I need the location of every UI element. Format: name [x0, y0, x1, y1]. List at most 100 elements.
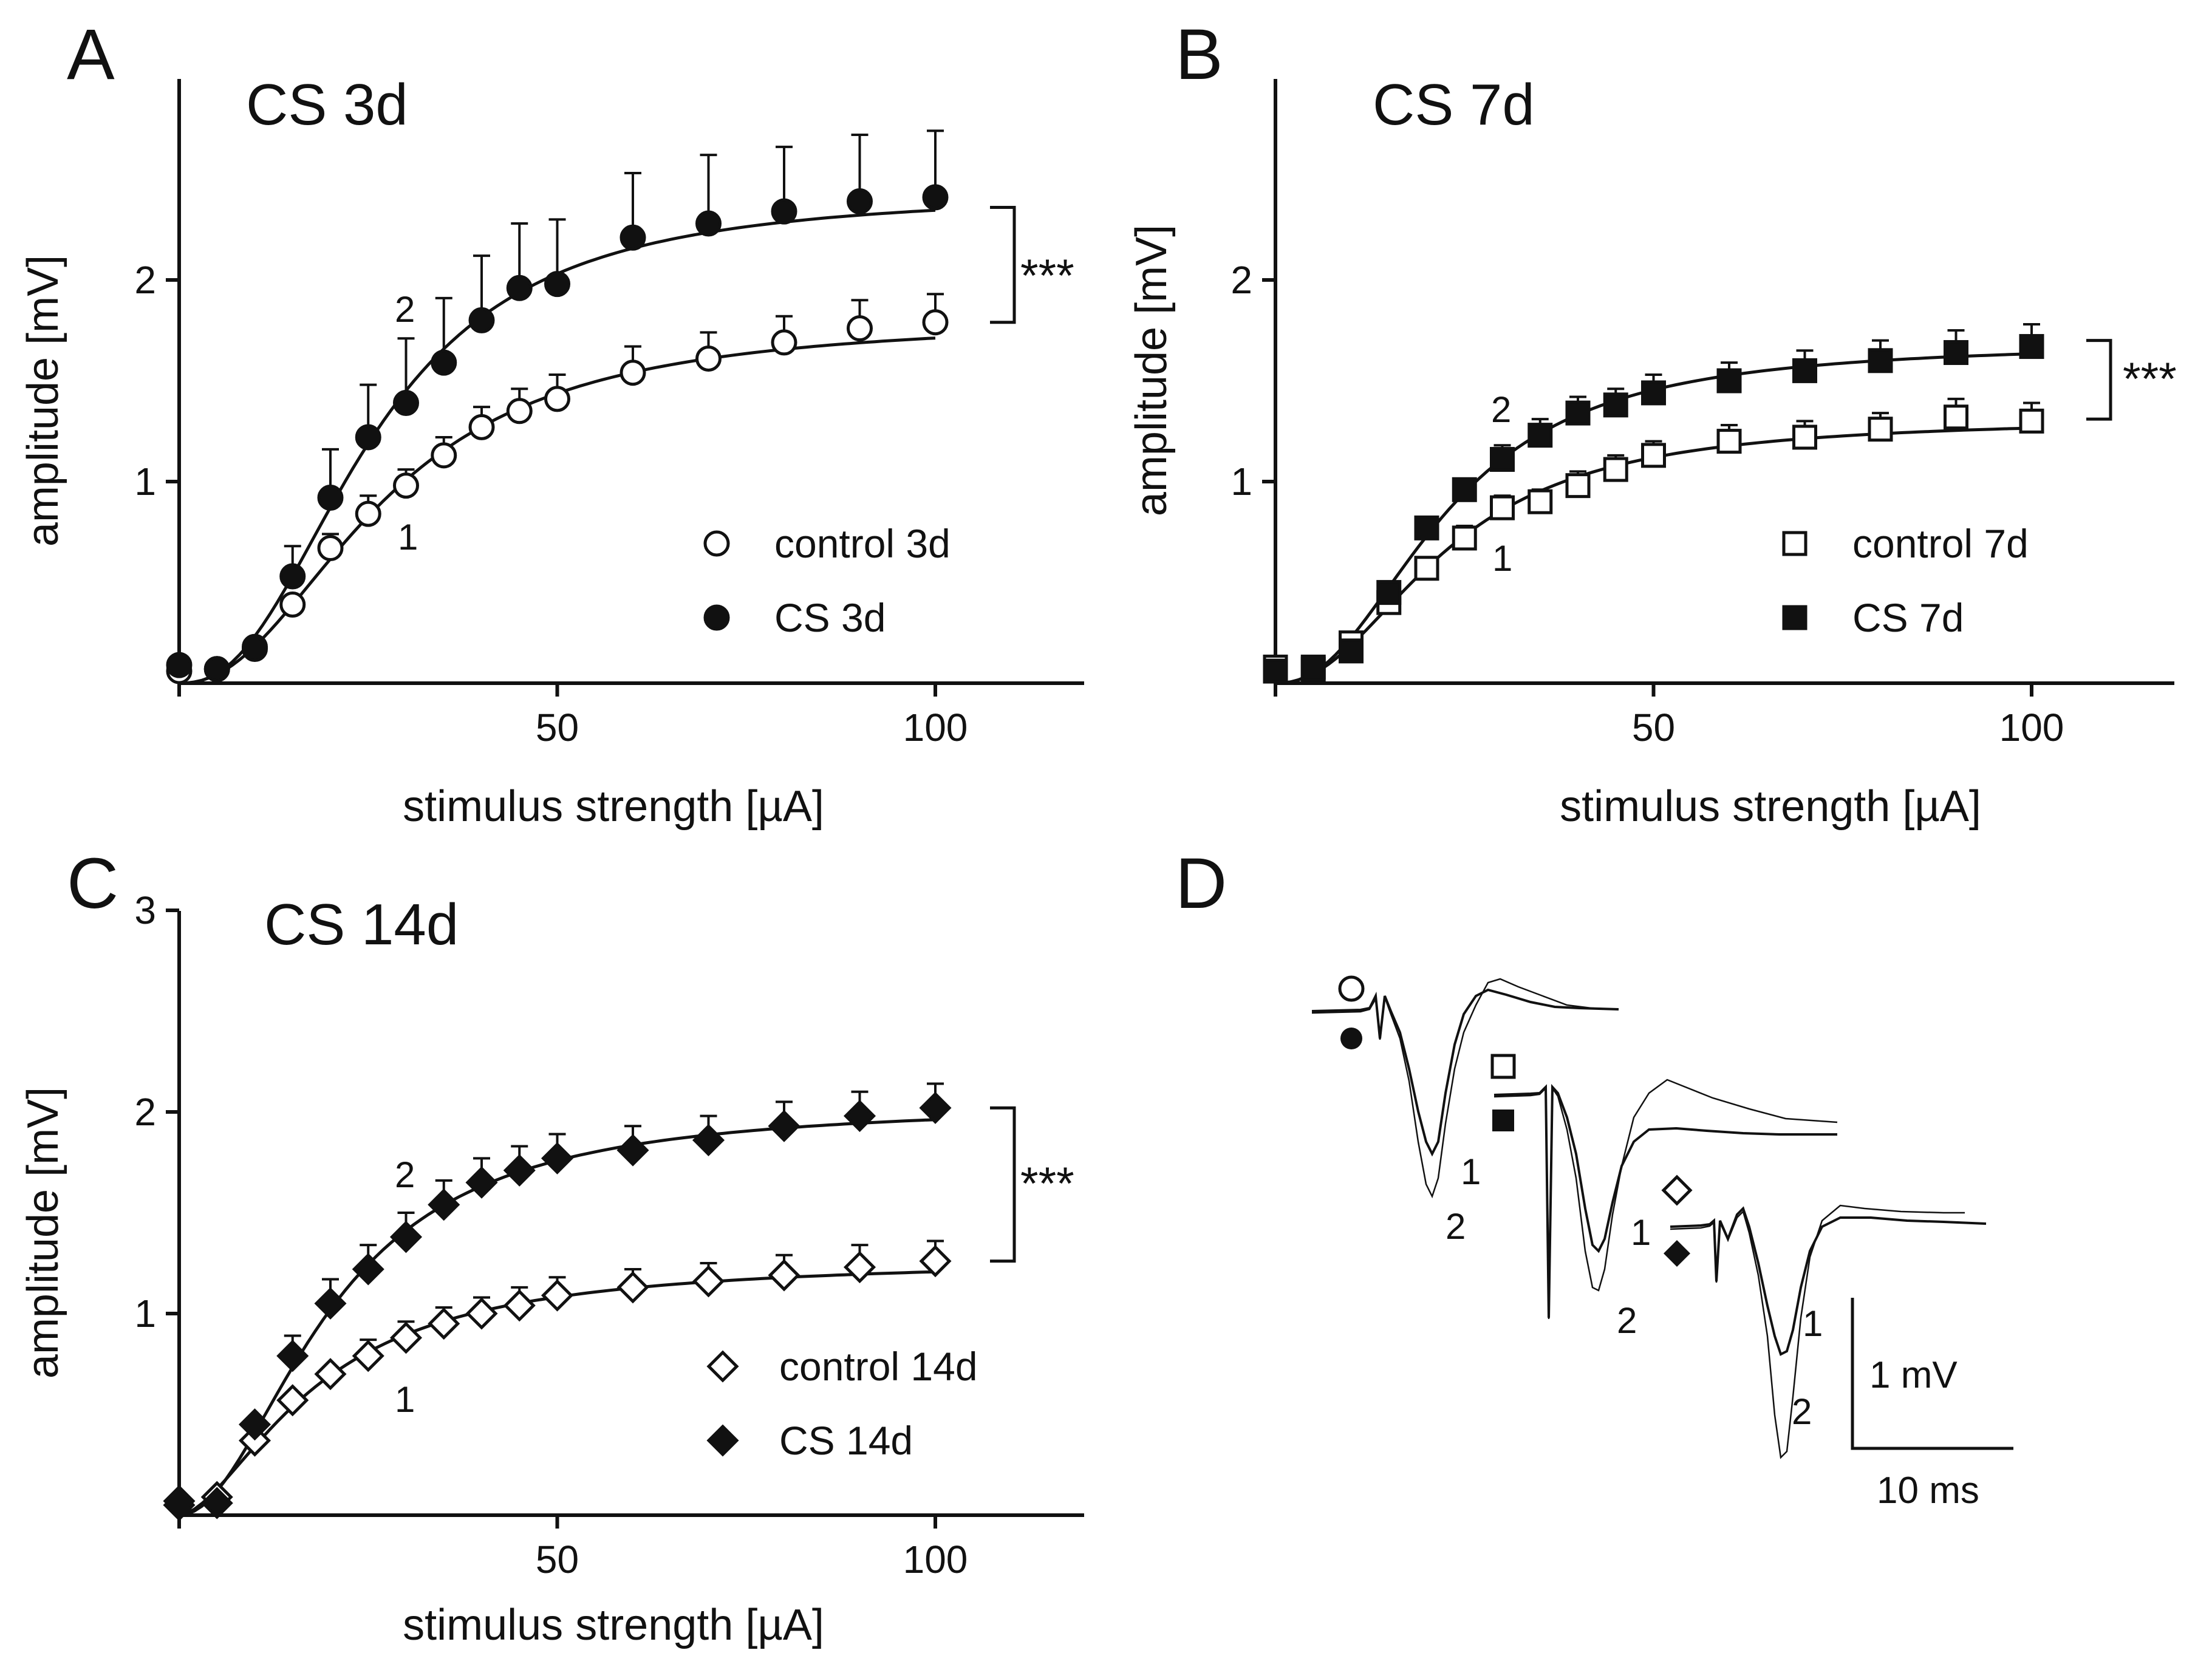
data-point-cs-7d — [1452, 477, 1477, 502]
data-point-cs-7d — [1339, 638, 1364, 664]
data-point-control-7d — [1944, 404, 1968, 430]
y-tick-label-a: 2 — [134, 258, 156, 302]
significance-stars-c: *** — [1020, 1158, 1074, 1210]
y-tick-label-c: 2 — [134, 1090, 156, 1134]
curve-label-1-a: 1 — [398, 517, 418, 557]
data-point-control-7d — [1716, 429, 1742, 454]
panel-title-a: CS 3d — [246, 72, 408, 137]
x-tick-label-b: 50 — [1632, 706, 1675, 749]
y-tick-label-b: 1 — [1231, 460, 1252, 503]
data-point-cs-3d — [355, 424, 381, 451]
data-point-control-14d — [692, 1265, 725, 1298]
data-point-cs-14d — [503, 1154, 536, 1187]
data-point-cs-3d — [242, 636, 268, 663]
trace-marker-filled-diamond — [1664, 1240, 1690, 1267]
panel-letter-a: A — [67, 15, 115, 95]
data-point-control-3d — [468, 414, 495, 440]
data-point-cs-3d — [620, 224, 646, 251]
legend-label-control-3d: control 3d — [774, 521, 951, 566]
legend-label-cs-14d: CS 14d — [779, 1418, 913, 1463]
data-point-control-7d — [1490, 495, 1515, 520]
trace-label-1-14d: 1 — [1803, 1303, 1823, 1344]
data-point-control-7d — [1565, 473, 1591, 499]
trace-3d-control — [1311, 988, 1619, 1157]
panel-title-c: CS 14d — [264, 892, 459, 957]
data-point-control-14d — [389, 1321, 423, 1354]
data-point-control-14d — [428, 1307, 460, 1340]
legend-label-cs-7d: CS 7d — [1852, 595, 1964, 640]
trace-marker-open-diamond — [1661, 1174, 1693, 1206]
x-axis-title-a: stimulus strength [µA] — [403, 782, 824, 831]
scale-bar-time-label: 10 ms — [1877, 1470, 1979, 1512]
data-point-cs-7d — [1944, 340, 1968, 366]
significance-stars-a: *** — [1020, 250, 1074, 302]
data-point-cs-7d — [1792, 358, 1817, 383]
data-point-cs-14d — [352, 1253, 384, 1286]
data-point-cs-14d — [276, 1340, 309, 1372]
y-axis-title-c: amplitude [mV] — [19, 1087, 67, 1379]
legend-marker-control-3d — [703, 530, 730, 557]
data-point-control-3d — [317, 535, 344, 562]
data-point-cs-7d — [1565, 400, 1591, 426]
data-point-control-3d — [922, 309, 949, 336]
data-point-control-14d — [541, 1279, 574, 1312]
trace-7d-cs — [1493, 1079, 1838, 1320]
data-point-control-14d — [616, 1271, 649, 1304]
data-point-control-3d — [506, 398, 533, 424]
data-point-control-14d — [768, 1259, 800, 1292]
x-tick-label-b: 100 — [1999, 706, 2064, 749]
trace-label-1-7d: 1 — [1631, 1212, 1651, 1253]
panel-letter-d: D — [1175, 844, 1227, 924]
data-point-control-7d — [1641, 443, 1666, 468]
data-point-cs-7d — [2019, 334, 2044, 360]
legend-label-control-7d: control 7d — [1852, 521, 2029, 566]
data-point-control-7d — [1792, 424, 1817, 450]
data-point-cs-3d — [771, 198, 797, 225]
data-point-control-3d — [847, 315, 873, 342]
x-tick-label-a: 100 — [903, 706, 968, 749]
trace-label-2-7d: 2 — [1617, 1300, 1637, 1341]
x-axis-title-b: stimulus strength [µA] — [1560, 782, 1981, 831]
data-point-control-7d — [1452, 525, 1477, 551]
data-point-cs-7d — [1641, 380, 1666, 406]
data-point-cs-7d — [1716, 368, 1742, 394]
data-point-cs-3d — [468, 307, 495, 333]
curve-label-1-c: 1 — [395, 1379, 415, 1420]
data-point-cs-3d — [431, 349, 457, 376]
legend-marker-cs-7d — [1782, 605, 1807, 630]
data-point-cs-7d — [1868, 348, 1893, 373]
data-point-cs-3d — [393, 390, 419, 417]
data-point-cs-14d — [163, 1488, 196, 1521]
data-point-cs-3d — [544, 271, 570, 298]
data-point-control-14d — [352, 1340, 384, 1372]
data-point-cs-7d — [1263, 658, 1288, 684]
data-point-control-7d — [2019, 408, 2044, 434]
trace-label-2-14d: 2 — [1792, 1391, 1812, 1432]
data-point-cs-3d — [695, 210, 722, 237]
data-point-cs-7d — [1603, 392, 1628, 418]
significance-bracket-c — [990, 1106, 1016, 1263]
data-point-cs-14d — [314, 1287, 347, 1320]
data-point-control-14d — [843, 1251, 876, 1284]
data-point-cs-3d — [203, 656, 230, 683]
data-point-control-7d — [1868, 417, 1893, 442]
trace-14d-cs — [1670, 1204, 1965, 1459]
data-point-control-3d — [620, 360, 646, 386]
panel-a: A CS 3d 50 100 1 2 stimulus strength [µA] a… — [19, 15, 1084, 831]
data-point-cs-3d — [279, 563, 306, 590]
curve-label-2-c: 2 — [395, 1154, 415, 1195]
data-point-control-14d — [919, 1245, 952, 1278]
significance-bracket-b — [2086, 339, 2112, 421]
data-point-control-7d — [1414, 556, 1439, 581]
data-point-cs-7d — [1300, 656, 1326, 682]
x-tick-label-c: 50 — [536, 1538, 579, 1581]
y-axis-title-a: amplitude [mV] — [19, 255, 67, 547]
legend-marker-control-14d — [706, 1350, 739, 1383]
y-axis-title-b: amplitude [mV] — [1127, 225, 1176, 516]
data-point-cs-3d — [922, 184, 949, 211]
trace-marker-filled-circle — [1340, 1028, 1362, 1049]
data-point-control-14d — [465, 1297, 498, 1330]
data-point-cs-14d — [428, 1188, 460, 1221]
data-point-control-3d — [355, 500, 381, 527]
plot-layer-c: 50 100 1 2 3 — [134, 888, 1084, 1581]
